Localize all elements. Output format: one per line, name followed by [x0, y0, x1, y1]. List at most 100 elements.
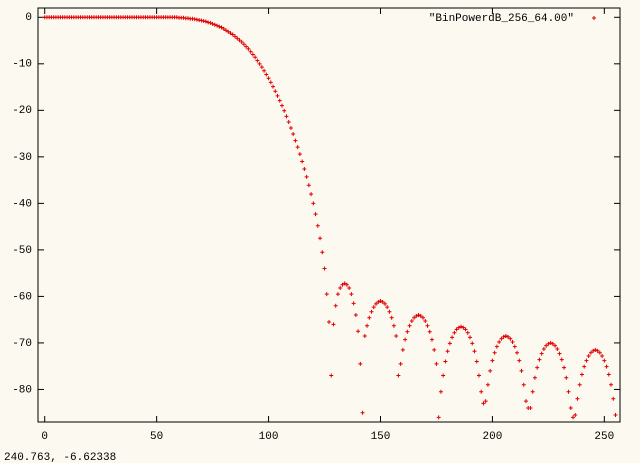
data-point	[259, 65, 264, 70]
data-point	[447, 341, 452, 346]
data-point	[485, 382, 490, 387]
data-point	[501, 334, 506, 339]
data-point	[548, 340, 553, 345]
data-point	[421, 315, 426, 320]
y-tick-label: -20	[12, 105, 32, 117]
data-point	[358, 361, 363, 366]
data-point	[461, 325, 466, 330]
data-point	[479, 389, 484, 394]
data-point	[434, 361, 439, 366]
data-point	[210, 21, 215, 26]
data-point	[250, 52, 255, 57]
data-point	[277, 98, 282, 103]
data-point	[510, 339, 515, 344]
data-point	[391, 323, 396, 328]
data-point	[503, 333, 508, 338]
data-point	[582, 364, 587, 369]
data-point	[362, 333, 367, 338]
data-point	[588, 350, 593, 355]
data-point	[539, 351, 544, 356]
data-point	[521, 382, 526, 387]
status-text: 240.763, -6.62338	[4, 452, 116, 463]
data-point	[380, 299, 385, 304]
data-point	[387, 309, 392, 314]
data-point	[441, 373, 446, 378]
data-point	[546, 341, 551, 346]
data-point	[423, 319, 428, 324]
data-point	[550, 341, 555, 346]
data-point	[418, 313, 423, 318]
data-point	[338, 286, 343, 291]
data-point	[579, 372, 584, 377]
y-tick-label: -60	[12, 291, 32, 303]
data-point	[302, 166, 307, 171]
data-point	[244, 44, 249, 49]
data-point	[291, 132, 296, 137]
data-point	[593, 347, 598, 352]
data-point	[584, 358, 589, 363]
data-point	[320, 250, 325, 255]
data-point	[237, 38, 242, 43]
data-point	[604, 364, 609, 369]
data-point	[255, 58, 260, 63]
data-point	[333, 303, 338, 308]
data-point	[463, 327, 468, 332]
data-point	[456, 325, 461, 330]
data-point	[284, 114, 289, 119]
data-point	[282, 108, 287, 113]
data-point	[474, 359, 479, 364]
data-point	[606, 372, 611, 377]
data-point	[535, 365, 540, 370]
data-point	[432, 347, 437, 352]
data-point	[286, 119, 291, 124]
data-point	[311, 201, 316, 206]
data-point	[559, 357, 564, 362]
data-point	[331, 322, 336, 327]
y-tick-label: -40	[12, 198, 32, 210]
data-point	[512, 344, 517, 349]
plot-frame	[37, 7, 621, 423]
data-point	[394, 333, 399, 338]
x-tick-label: 200	[483, 431, 503, 443]
y-tick-label: -10	[12, 59, 32, 71]
data-point	[532, 375, 537, 380]
data-point	[374, 301, 379, 306]
data-point	[371, 305, 376, 310]
x-tick-label: 150	[371, 431, 391, 443]
data-point	[443, 359, 448, 364]
data-point	[611, 396, 616, 401]
data-point	[353, 313, 358, 318]
data-point	[347, 286, 352, 291]
data-point	[327, 319, 331, 324]
data-point	[537, 357, 542, 362]
data-point	[239, 39, 244, 44]
data-point	[356, 329, 361, 334]
data-point	[488, 368, 493, 373]
x-tick-label: 0	[41, 431, 48, 443]
data-point	[266, 76, 271, 81]
y-tick-label: -80	[12, 384, 32, 396]
data-point	[300, 159, 305, 164]
data-point	[396, 373, 401, 378]
data-point	[344, 282, 349, 287]
data-point	[407, 323, 412, 328]
data-point	[450, 335, 455, 340]
data-point	[398, 361, 403, 366]
data-point	[570, 415, 575, 420]
data-point	[365, 323, 370, 328]
data-point	[306, 183, 311, 188]
data-point	[517, 358, 522, 363]
data-point	[212, 22, 217, 27]
data-point	[351, 301, 356, 306]
data-point	[235, 36, 240, 41]
data-point	[329, 373, 334, 378]
data-point	[400, 347, 405, 352]
data-point	[591, 348, 596, 353]
data-point	[241, 42, 246, 47]
data-point	[369, 309, 374, 314]
data-point	[613, 413, 618, 418]
data-point	[562, 365, 567, 370]
data-point	[318, 236, 323, 241]
data-point	[497, 339, 502, 344]
